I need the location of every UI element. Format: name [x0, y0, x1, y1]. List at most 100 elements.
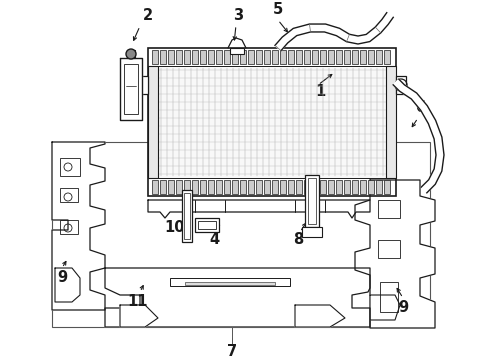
- Bar: [216, 50, 222, 64]
- Bar: [378, 200, 400, 218]
- Bar: [170, 278, 290, 286]
- Text: 1: 1: [315, 85, 325, 99]
- Bar: [368, 180, 374, 194]
- Bar: [320, 50, 326, 64]
- Bar: [288, 180, 294, 194]
- Bar: [60, 188, 78, 202]
- Bar: [272, 50, 278, 64]
- Polygon shape: [120, 58, 142, 120]
- Bar: [328, 180, 334, 194]
- Bar: [182, 190, 192, 242]
- Bar: [376, 50, 382, 64]
- Text: 3: 3: [233, 8, 243, 22]
- Bar: [240, 50, 246, 64]
- Bar: [248, 50, 254, 64]
- Bar: [192, 50, 198, 64]
- Bar: [380, 282, 398, 312]
- Polygon shape: [52, 142, 105, 310]
- Bar: [376, 180, 382, 194]
- Bar: [192, 180, 198, 194]
- Bar: [176, 50, 182, 64]
- Bar: [148, 48, 396, 196]
- Bar: [272, 180, 278, 194]
- Bar: [386, 66, 396, 178]
- Bar: [200, 180, 206, 194]
- Bar: [124, 64, 138, 114]
- Polygon shape: [105, 268, 370, 327]
- Bar: [198, 221, 216, 229]
- Polygon shape: [120, 305, 158, 327]
- Polygon shape: [148, 200, 370, 218]
- Bar: [352, 50, 358, 64]
- Bar: [208, 180, 214, 194]
- Bar: [232, 180, 238, 194]
- Text: 2: 2: [143, 9, 153, 23]
- Bar: [360, 50, 366, 64]
- Bar: [168, 180, 174, 194]
- Bar: [304, 50, 310, 64]
- Bar: [256, 50, 262, 64]
- Bar: [240, 180, 246, 194]
- Text: 4: 4: [209, 233, 219, 248]
- Bar: [248, 180, 254, 194]
- Bar: [184, 50, 190, 64]
- Bar: [312, 180, 318, 194]
- Bar: [336, 180, 342, 194]
- Text: 7: 7: [227, 345, 237, 360]
- Bar: [288, 50, 294, 64]
- Bar: [328, 50, 334, 64]
- Bar: [344, 180, 350, 194]
- Bar: [224, 50, 230, 64]
- Bar: [312, 50, 318, 64]
- Bar: [352, 180, 358, 194]
- Bar: [152, 66, 392, 178]
- Bar: [280, 50, 286, 64]
- Bar: [148, 66, 158, 178]
- Bar: [216, 180, 222, 194]
- Bar: [384, 50, 390, 64]
- Bar: [195, 218, 219, 232]
- Bar: [230, 48, 244, 54]
- Polygon shape: [370, 295, 400, 320]
- Polygon shape: [295, 305, 345, 327]
- Text: 11: 11: [128, 294, 148, 310]
- Bar: [152, 180, 158, 194]
- Polygon shape: [393, 79, 444, 193]
- Bar: [138, 76, 148, 94]
- Bar: [320, 180, 326, 194]
- Bar: [336, 50, 342, 64]
- Text: 10: 10: [165, 220, 185, 235]
- Text: 9: 9: [398, 301, 408, 315]
- Bar: [360, 180, 366, 194]
- Text: 9: 9: [57, 270, 67, 285]
- Bar: [256, 180, 262, 194]
- Bar: [184, 180, 190, 194]
- Bar: [52, 142, 430, 327]
- Text: 8: 8: [293, 233, 303, 248]
- Bar: [296, 180, 302, 194]
- Bar: [184, 193, 190, 239]
- Bar: [208, 50, 214, 64]
- Bar: [185, 282, 275, 285]
- Bar: [280, 180, 286, 194]
- Polygon shape: [355, 180, 435, 328]
- Bar: [396, 76, 406, 94]
- Bar: [344, 50, 350, 64]
- Bar: [127, 50, 135, 58]
- Bar: [224, 180, 230, 194]
- Bar: [264, 50, 270, 64]
- Bar: [305, 175, 319, 227]
- Bar: [152, 50, 158, 64]
- Bar: [160, 50, 166, 64]
- Bar: [384, 180, 390, 194]
- Polygon shape: [275, 13, 393, 51]
- Bar: [296, 50, 302, 64]
- Bar: [304, 180, 310, 194]
- Bar: [160, 180, 166, 194]
- Text: 5: 5: [273, 3, 283, 18]
- Bar: [308, 178, 316, 224]
- Text: 6: 6: [415, 100, 425, 116]
- Bar: [200, 50, 206, 64]
- Bar: [232, 50, 238, 64]
- Bar: [60, 158, 80, 176]
